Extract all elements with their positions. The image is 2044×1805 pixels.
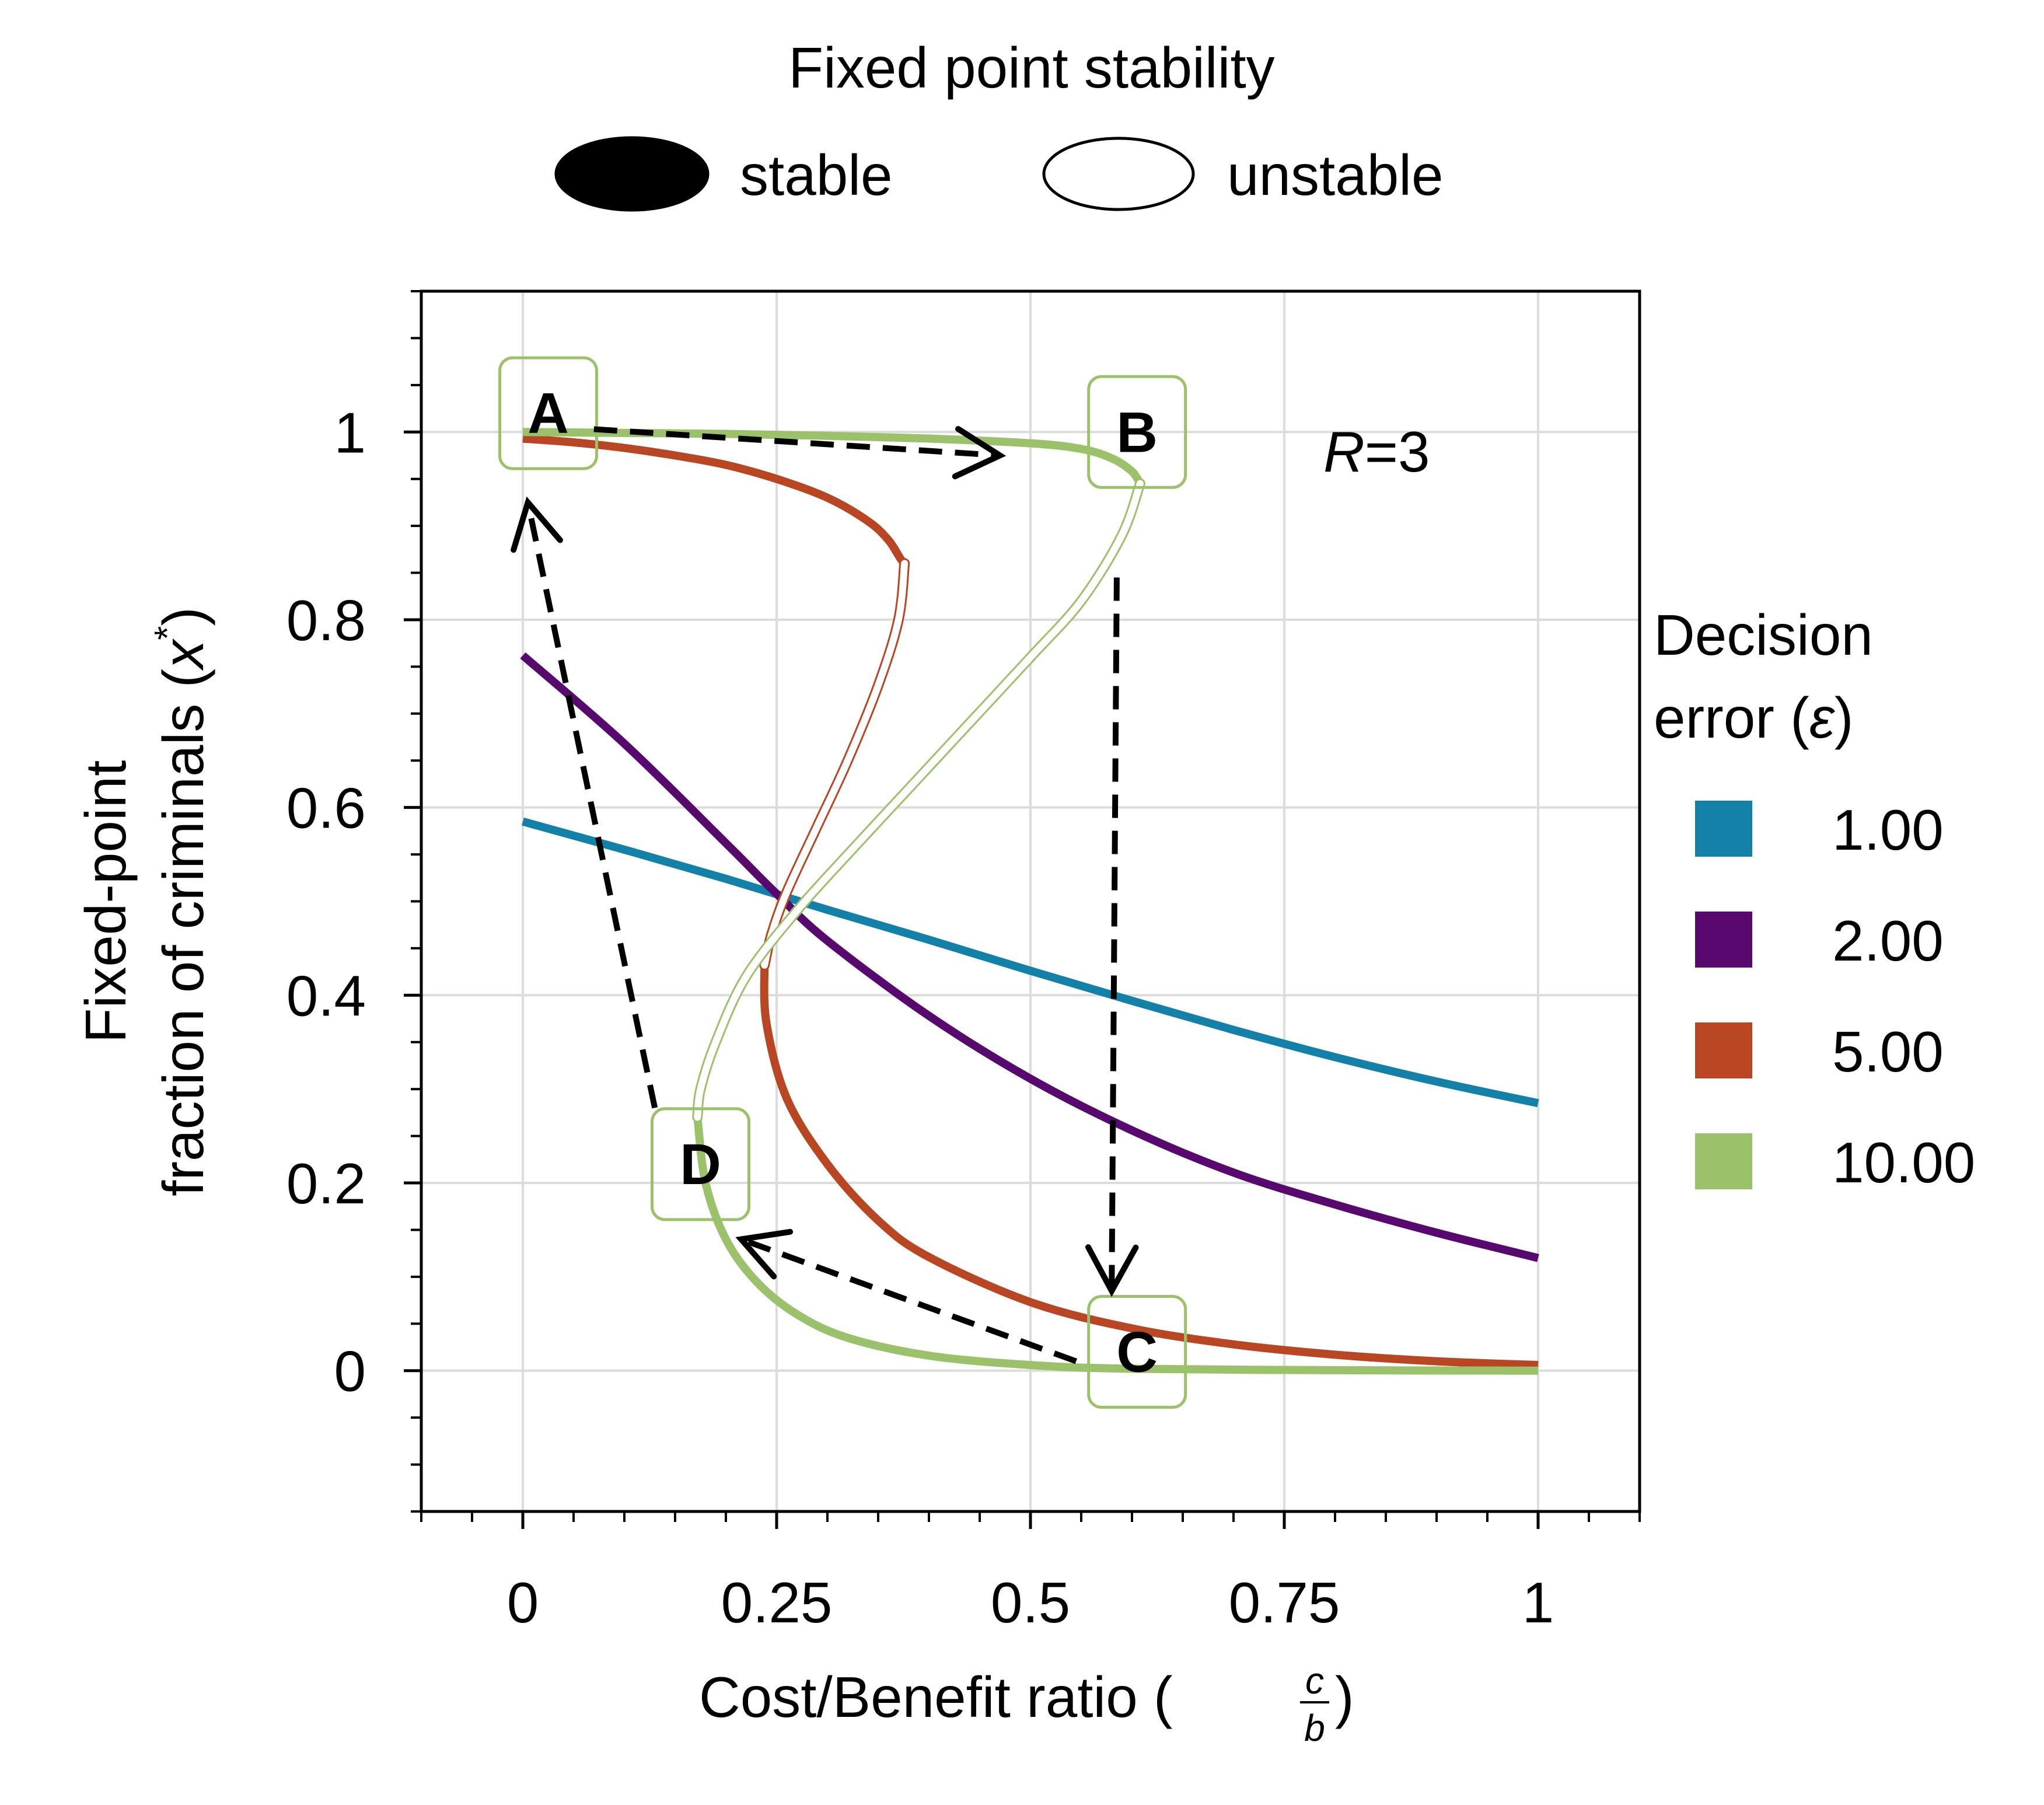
series-layer xyxy=(520,428,1539,1375)
legend-entry-5.00: 5.00 xyxy=(1695,1020,1944,1084)
series-1.00 xyxy=(522,818,1539,1108)
series-legend-title-line2-close: ) xyxy=(1835,686,1854,750)
x-axis-label-close: ) xyxy=(1335,1665,1354,1729)
point-marker-box xyxy=(498,356,598,470)
series-5.00 xyxy=(522,434,1539,1370)
marker-layer: A B C D xyxy=(498,356,1187,1409)
point-label-C: C xyxy=(1116,1320,1158,1384)
legend-swatch-1.00 xyxy=(1695,801,1752,857)
series-10.00 xyxy=(522,428,1539,1375)
transition-arrow-shaft xyxy=(525,501,658,1109)
transition-arrow-shaft xyxy=(593,426,1001,459)
y-tick-label: 0.6 xyxy=(286,776,366,840)
x-axis-label-main: Cost/Benefit ratio ( xyxy=(699,1665,1173,1729)
tick-labels: 0 0.25 0.5 0.75 1 0 0.2 0.4 0.6 0.8 1 xyxy=(286,400,1554,1635)
y-axis-label-var: x xyxy=(151,638,215,671)
legend-swatch-5.00 xyxy=(1695,1022,1752,1078)
legend-swatch-10.00 xyxy=(1695,1133,1752,1189)
y-axis-label-line2-main: fraction of criminals ( xyxy=(151,669,215,1196)
series-stable-upper-10.00 xyxy=(522,428,1144,486)
series-legend-title-line2: error (ε) xyxy=(1654,686,1854,750)
transition-arrow-3 xyxy=(735,1228,1078,1364)
legend-entry-2.00: 2.00 xyxy=(1695,909,1944,973)
y-axis-label-sup: * xyxy=(148,626,188,640)
point-label-B: B xyxy=(1116,400,1158,464)
y-tick-label: 0 xyxy=(334,1339,366,1403)
y-axis-label: Fixed-point xyxy=(74,760,138,1043)
r-annotation: R=3 xyxy=(1323,420,1430,484)
point-marker-box xyxy=(651,1107,750,1221)
x-axis-label: Cost/Benefit ratio ( c b ) xyxy=(699,1660,1354,1749)
y-tick-label: 1 xyxy=(334,400,366,465)
transition-arrow-4 xyxy=(511,496,658,1109)
y-tick-label: 0.2 xyxy=(286,1151,366,1216)
legend-entry-10.00: 10.00 xyxy=(1695,1130,1975,1195)
series-legend-epsilon: ε xyxy=(1809,686,1836,750)
series-stable-upper-5.00 xyxy=(522,434,908,567)
transition-arrow-head xyxy=(1085,1244,1139,1297)
transition-arrow-shaft xyxy=(1109,577,1120,1291)
series-legend-title-line1: Decision xyxy=(1654,603,1873,667)
series-2.00 xyxy=(520,652,1539,1262)
x-tick-label: 0.25 xyxy=(721,1570,833,1635)
stability-legend: Fixed point stability stable unstable xyxy=(554,36,1444,212)
stable-marker-icon xyxy=(554,136,710,212)
series-unstable-fill-5.00 xyxy=(761,560,909,969)
grid xyxy=(421,291,1640,1511)
stability-legend-title: Fixed point stability xyxy=(788,36,1274,100)
point-label-D: D xyxy=(680,1132,721,1196)
point-marker-C: C xyxy=(1087,1295,1187,1409)
y-tick-label: 0.8 xyxy=(286,588,366,652)
x-tick-label: 0.5 xyxy=(991,1570,1070,1635)
transition-arrow-2 xyxy=(1085,577,1139,1297)
legend-label-5.00: 5.00 xyxy=(1832,1020,1944,1084)
series-legend-title-line2-main: error ( xyxy=(1654,686,1809,750)
series-line-1.00 xyxy=(522,818,1539,1108)
legend-label-2.00: 2.00 xyxy=(1832,909,1944,973)
point-marker-B: B xyxy=(1087,375,1187,489)
legend-label-10.00: 10.00 xyxy=(1832,1130,1975,1195)
point-label-A: A xyxy=(527,381,569,445)
point-marker-A: A xyxy=(498,356,598,470)
y-axis-label-2: fraction of criminals (x*) xyxy=(148,607,215,1196)
x-axis-label-frac-num: c xyxy=(1305,1660,1324,1702)
transition-arrow-head xyxy=(511,496,563,553)
r-annotation-value: =3 xyxy=(1365,420,1430,484)
y-axis-label-line2: fraction of criminals (x*) xyxy=(148,607,215,1196)
transition-arrow-1 xyxy=(593,425,1007,480)
series-line-2.00 xyxy=(520,652,1539,1262)
x-tick-label: 0 xyxy=(507,1570,539,1635)
series-stable-lower-10.00 xyxy=(693,1116,1539,1375)
y-axis-label-close: ) xyxy=(151,607,215,626)
transition-arrow-head xyxy=(952,425,1007,480)
y-tick-label: 0.4 xyxy=(286,963,366,1028)
transition-arrow-shaft xyxy=(740,1236,1078,1364)
unstable-marker-icon xyxy=(1042,137,1195,211)
series-legend-entries: 1.00 2.00 5.00 10.00 xyxy=(1695,798,1975,1195)
stable-label: stable xyxy=(740,143,893,207)
series-unstable-outline-5.00 xyxy=(759,558,910,970)
ticks xyxy=(404,290,1641,1529)
arrow-layer xyxy=(511,425,1139,1364)
unstable-label: unstable xyxy=(1227,143,1444,207)
y-axis-label-line1: Fixed-point xyxy=(74,760,138,1043)
legend-swatch-2.00 xyxy=(1695,912,1752,968)
x-tick-label: 0.75 xyxy=(1229,1570,1340,1635)
legend-label-1.00: 1.00 xyxy=(1832,798,1944,862)
series-stable-lower-5.00 xyxy=(760,965,1539,1370)
r-annotation-var: R xyxy=(1323,420,1365,484)
legend-entry-1.00: 1.00 xyxy=(1695,798,1944,862)
x-axis-label-frac-den: b xyxy=(1304,1707,1325,1749)
point-marker-D: D xyxy=(651,1107,750,1221)
point-marker-box xyxy=(1087,375,1187,489)
series-legend: Decision error (ε) 1.00 2.00 5.00 10.00 xyxy=(1654,603,1975,1195)
series-unstable-fill-10.00 xyxy=(694,480,1144,1121)
transition-arrow-head xyxy=(735,1228,794,1280)
x-tick-label: 1 xyxy=(1522,1570,1554,1635)
point-marker-box xyxy=(1087,1295,1187,1409)
